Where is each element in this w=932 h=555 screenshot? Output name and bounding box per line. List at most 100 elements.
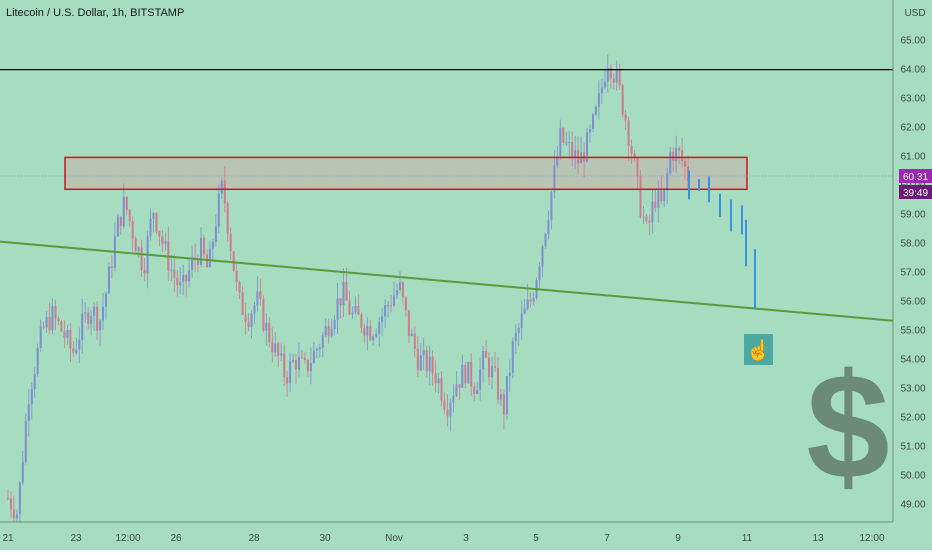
candle-body — [48, 316, 51, 331]
candle-body — [226, 203, 229, 234]
candle-body — [33, 374, 36, 390]
candle-body — [544, 234, 547, 247]
candle-body — [571, 142, 574, 158]
candle-body — [455, 384, 458, 396]
projection-bars — [688, 170, 756, 310]
candle-body — [321, 335, 324, 348]
svg-text:☝: ☝ — [746, 338, 771, 362]
candle-body — [312, 350, 315, 363]
candle-body — [663, 190, 666, 202]
candle-body — [274, 343, 277, 353]
candle-body — [81, 313, 84, 340]
candle-body — [283, 353, 286, 377]
candle-body — [541, 246, 544, 267]
candle-body — [223, 180, 226, 204]
candle-body — [345, 282, 348, 301]
candle-body — [158, 231, 161, 237]
candle-body — [87, 312, 90, 324]
candle-body — [66, 330, 69, 338]
resistance-zone-fill — [65, 157, 747, 190]
candle-body — [636, 158, 639, 177]
candle-body — [410, 333, 413, 336]
x-tick-label: 11 — [742, 533, 753, 544]
time-axis[interactable]: 21 23 12:00 26 28 30 Nov 3 5 7 9 11 13 12:00 — [0, 521, 932, 550]
x-tick-label: 13 — [812, 533, 824, 544]
candle-body — [443, 400, 446, 410]
candle-body — [425, 350, 428, 372]
candle-body — [592, 114, 594, 129]
candle-body — [173, 269, 176, 278]
candle-body — [36, 348, 39, 374]
candle-body — [381, 316, 384, 323]
y-tick-label: 56.00 — [900, 297, 925, 308]
candle-body — [470, 361, 473, 387]
candle-body — [155, 213, 158, 232]
candle-body — [612, 78, 615, 83]
x-tick-label: Nov — [385, 533, 403, 544]
candle-body — [520, 313, 523, 328]
y-tick-label: 54.00 — [900, 355, 925, 366]
candle-body — [476, 389, 479, 394]
candle-body — [324, 326, 327, 336]
candle-body — [253, 305, 256, 314]
candle-body — [550, 192, 553, 220]
x-tick-labels: 21 23 12:00 26 28 30 Nov 3 5 7 9 11 13 12:00 — [2, 533, 885, 544]
dollar-sign-icon: $ — [806, 342, 889, 510]
candle-body — [479, 369, 482, 390]
candle-body — [565, 142, 568, 144]
candle-body — [182, 275, 185, 282]
candle-body — [422, 350, 425, 356]
candle-body — [220, 180, 223, 194]
price-axis[interactable]: USD 49.00 50.00 51.00 52.00 53.00 54.00 55.00 5… — [892, 0, 932, 550]
candle-body — [241, 292, 244, 315]
x-tick-label: 12:00 — [115, 533, 140, 544]
trendline[interactable] — [0, 240, 932, 326]
candle-body — [280, 353, 283, 356]
x-tick-label: 7 — [604, 533, 610, 544]
candle-body — [217, 193, 220, 227]
candle-body — [315, 349, 318, 351]
candle-body — [559, 128, 562, 156]
candle-body — [606, 67, 609, 82]
candle-body — [336, 298, 339, 320]
candle-body — [387, 305, 390, 307]
candle-body — [600, 87, 603, 94]
candle-body — [597, 93, 600, 107]
candle-body — [30, 389, 33, 405]
candle-body — [562, 128, 565, 143]
candle-body — [69, 330, 72, 349]
candle-body — [378, 322, 381, 334]
x-tick-label: 12:00 — [859, 533, 884, 544]
candle-body — [354, 305, 357, 313]
candle-body — [268, 322, 271, 343]
candle-body — [339, 298, 342, 306]
candle-body — [51, 306, 54, 331]
candle-body — [286, 377, 289, 384]
candle-body — [45, 316, 48, 328]
candle-body — [517, 327, 520, 334]
candle-body — [464, 364, 467, 384]
candle-body — [609, 67, 612, 79]
y-tick-labels: 49.00 50.00 51.00 52.00 53.00 54.00 55.00 56.00… — [900, 36, 925, 511]
candle-body — [413, 333, 416, 349]
resistance-zone-border[interactable] — [64, 156, 748, 191]
candle-body — [351, 312, 354, 315]
candle-body — [277, 343, 280, 356]
candle-body — [461, 364, 464, 388]
candles-group — [7, 54, 689, 531]
candle-body — [396, 290, 398, 296]
candle-body — [369, 325, 372, 341]
candle-body — [458, 384, 461, 388]
candle-body — [645, 216, 648, 221]
candle-body — [363, 327, 366, 336]
candle-body — [508, 372, 511, 377]
candle-body — [393, 295, 395, 306]
y-tick-label: 62.00 — [900, 123, 925, 134]
candle-body — [404, 297, 407, 311]
candle-body — [473, 386, 476, 394]
candle-body — [499, 394, 502, 400]
candle-body — [651, 201, 654, 223]
candle-body — [526, 299, 529, 309]
candle-body — [306, 359, 309, 372]
